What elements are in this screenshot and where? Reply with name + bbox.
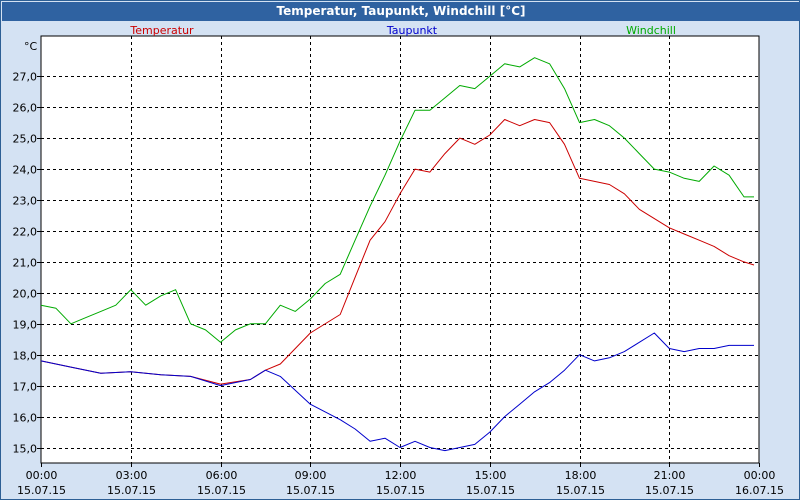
x-tick-date-label: 15.07.15 bbox=[645, 484, 694, 497]
window-title: Temperatur, Taupunkt, Windchill [°C] bbox=[2, 2, 800, 21]
x-tick-time-label: 09:00 bbox=[295, 469, 327, 482]
x-tick-date-label: 15.07.15 bbox=[17, 484, 66, 497]
x-tick-date-label: 15.07.15 bbox=[107, 484, 156, 497]
y-tick-label: 27,0 bbox=[13, 71, 38, 84]
x-tick-time-label: 21:00 bbox=[654, 469, 686, 482]
x-tick-date-label: 15.07.15 bbox=[286, 484, 335, 497]
y-tick-label: 15,0 bbox=[13, 443, 38, 456]
series-line-temperatur bbox=[40, 119, 755, 385]
x-tick-time-label: 12:00 bbox=[385, 469, 417, 482]
y-tick-label: 24,0 bbox=[13, 164, 38, 177]
y-tick-label: 26,0 bbox=[13, 102, 38, 115]
y-tick-label: 20,0 bbox=[13, 288, 38, 301]
y-tick-label: 21,0 bbox=[13, 257, 38, 270]
y-tick-label: 25,0 bbox=[13, 133, 38, 146]
y-tick-label: 18,0 bbox=[13, 350, 38, 363]
y-tick-label: 19,0 bbox=[13, 319, 38, 332]
x-tick-time-label: 00:00 bbox=[26, 469, 58, 482]
y-tick-label: 23,0 bbox=[13, 195, 38, 208]
y-axis-unit-label: °C bbox=[24, 40, 38, 53]
series-line-taupunkt bbox=[40, 332, 754, 452]
x-tick-time-label: 15:00 bbox=[475, 469, 507, 482]
x-tick-date-label: 15.07.15 bbox=[197, 484, 246, 497]
axis-ticks: 15,0 16,0 17,0 18,0 19,0 20,0 21,0 22,0 23,0 24,0… bbox=[13, 71, 784, 498]
y-tick-label: 16,0 bbox=[13, 412, 38, 425]
y-tick-label: 17,0 bbox=[13, 381, 38, 394]
legend-entry-temperatur: Temperatur bbox=[129, 24, 194, 37]
legend-entry-windchill: Windchill bbox=[626, 24, 676, 37]
x-tick-date-label: 15.07.15 bbox=[376, 484, 425, 497]
y-tick-label: 22,0 bbox=[13, 226, 38, 239]
x-tick-time-label: 00:00 bbox=[744, 469, 776, 482]
x-tick-date-label: 15.07.15 bbox=[466, 484, 515, 497]
grid-lines bbox=[41, 36, 759, 463]
x-tick-time-label: 18:00 bbox=[565, 469, 597, 482]
series-lines bbox=[40, 57, 755, 452]
legend-entry-taupunkt: Taupunkt bbox=[386, 24, 438, 37]
x-tick-date-label: 16.07.15 bbox=[735, 484, 784, 497]
x-tick-time-label: 06:00 bbox=[206, 469, 238, 482]
x-tick-time-label: 03:00 bbox=[116, 469, 148, 482]
legend: Temperatur Taupunkt Windchill bbox=[129, 24, 676, 37]
series-line-windchill bbox=[40, 57, 754, 343]
x-tick-date-label: 15.07.15 bbox=[556, 484, 605, 497]
